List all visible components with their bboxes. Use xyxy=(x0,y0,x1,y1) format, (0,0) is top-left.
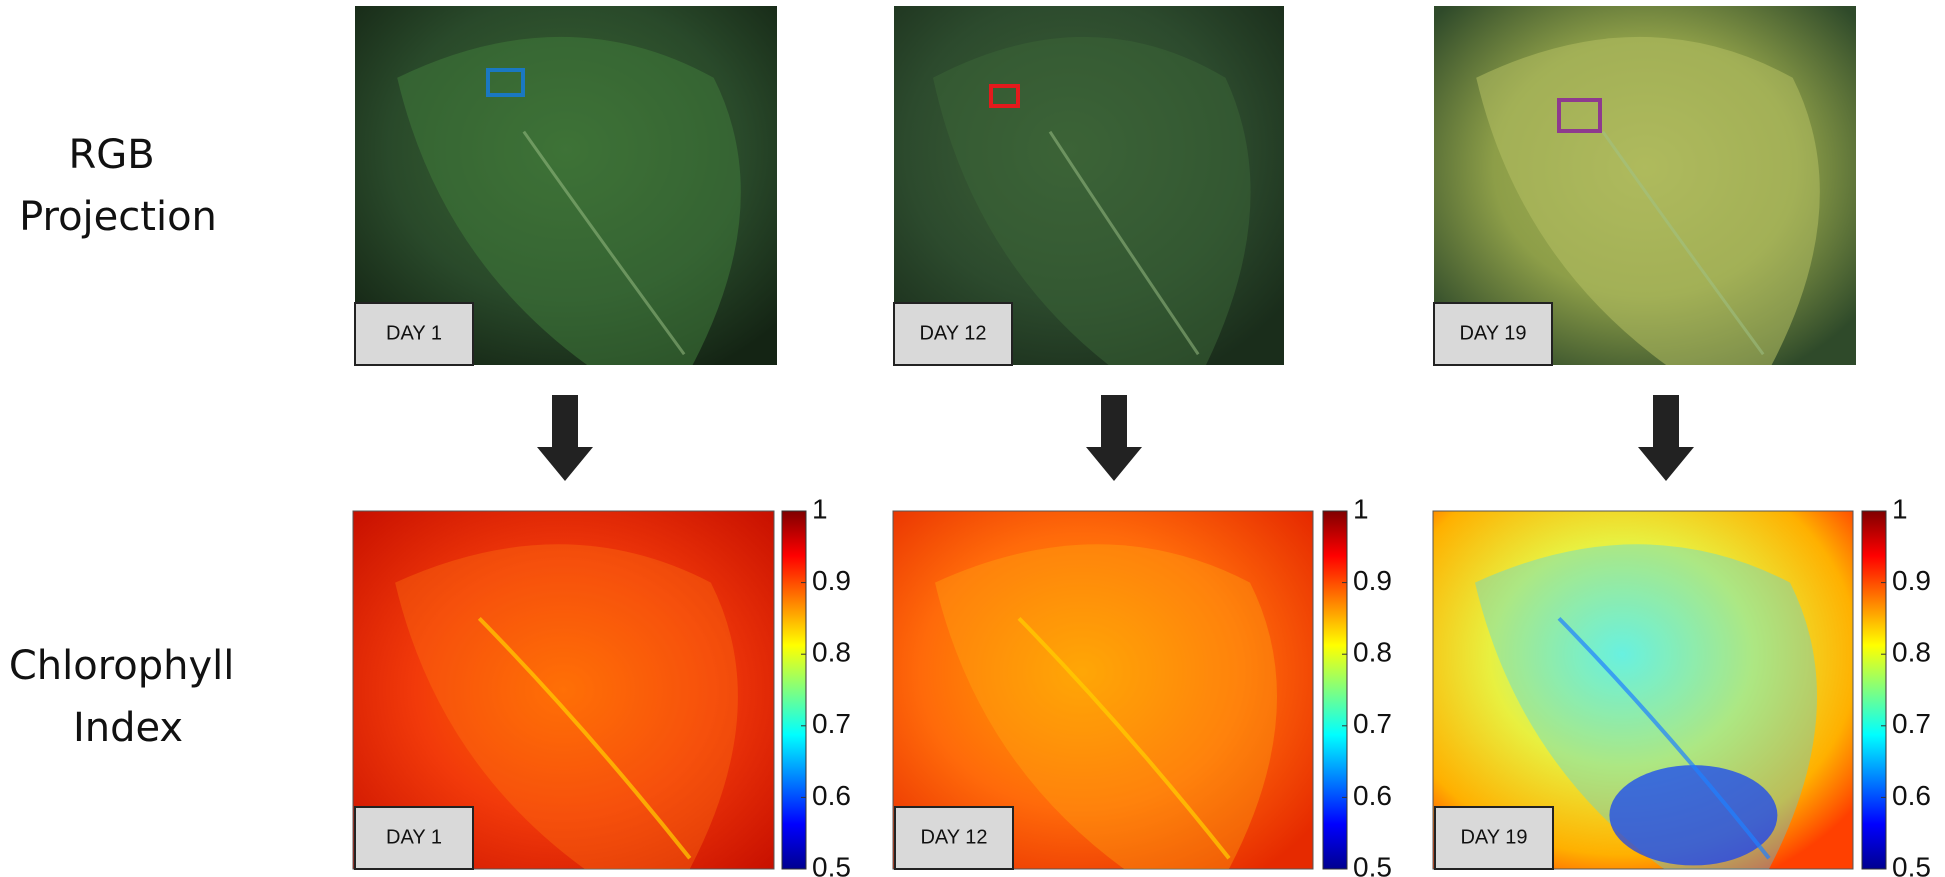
day-label: DAY 19 xyxy=(1459,322,1526,344)
colorbar-tick-label: 0.7 xyxy=(812,708,851,739)
colorbar-tick-label: 0.5 xyxy=(1892,851,1931,877)
colorbar-tick-label: 0.8 xyxy=(812,637,851,668)
row-label: RGB Projection xyxy=(19,132,217,240)
figure: RGB Projection Chlorophyll Index DAY 1 DA… xyxy=(0,0,1945,877)
day-label: DAY 1 xyxy=(386,826,442,848)
colorbar xyxy=(1862,511,1886,869)
colorbar-tick-label: 0.5 xyxy=(812,851,851,877)
colorbar-tick-label: 1 xyxy=(812,493,828,524)
colorbar-tick-label: 0.9 xyxy=(812,565,851,596)
colorbar-tick-label: 0.7 xyxy=(1892,708,1931,739)
arrow xyxy=(537,395,593,481)
arrow xyxy=(1638,395,1694,481)
day-label: DAY 19 xyxy=(1460,826,1527,848)
colorbar-tick-label: 0.9 xyxy=(1353,565,1392,596)
arrow xyxy=(1086,395,1142,481)
day-label: DAY 12 xyxy=(920,826,987,848)
colorbar-tick-label: 0.8 xyxy=(1892,637,1931,668)
row-label: Chlorophyll Index xyxy=(9,643,247,751)
colorbar-tick-label: 1 xyxy=(1353,493,1369,524)
colorbar-tick-label: 1 xyxy=(1892,493,1908,524)
colorbar-tick-label: 0.7 xyxy=(1353,708,1392,739)
day-label: DAY 1 xyxy=(386,322,442,344)
colorbar-tick-label: 0.8 xyxy=(1353,637,1392,668)
colorbar-tick-label: 0.5 xyxy=(1353,851,1392,877)
colorbar xyxy=(782,511,806,869)
day-label: DAY 12 xyxy=(919,322,986,344)
low-region xyxy=(1609,765,1777,865)
colorbar-tick-label: 0.6 xyxy=(812,780,851,811)
colorbar-tick-label: 0.6 xyxy=(1353,780,1392,811)
colorbar xyxy=(1323,511,1347,869)
colorbar-tick-label: 0.6 xyxy=(1892,780,1931,811)
colorbar-tick-label: 0.9 xyxy=(1892,565,1931,596)
